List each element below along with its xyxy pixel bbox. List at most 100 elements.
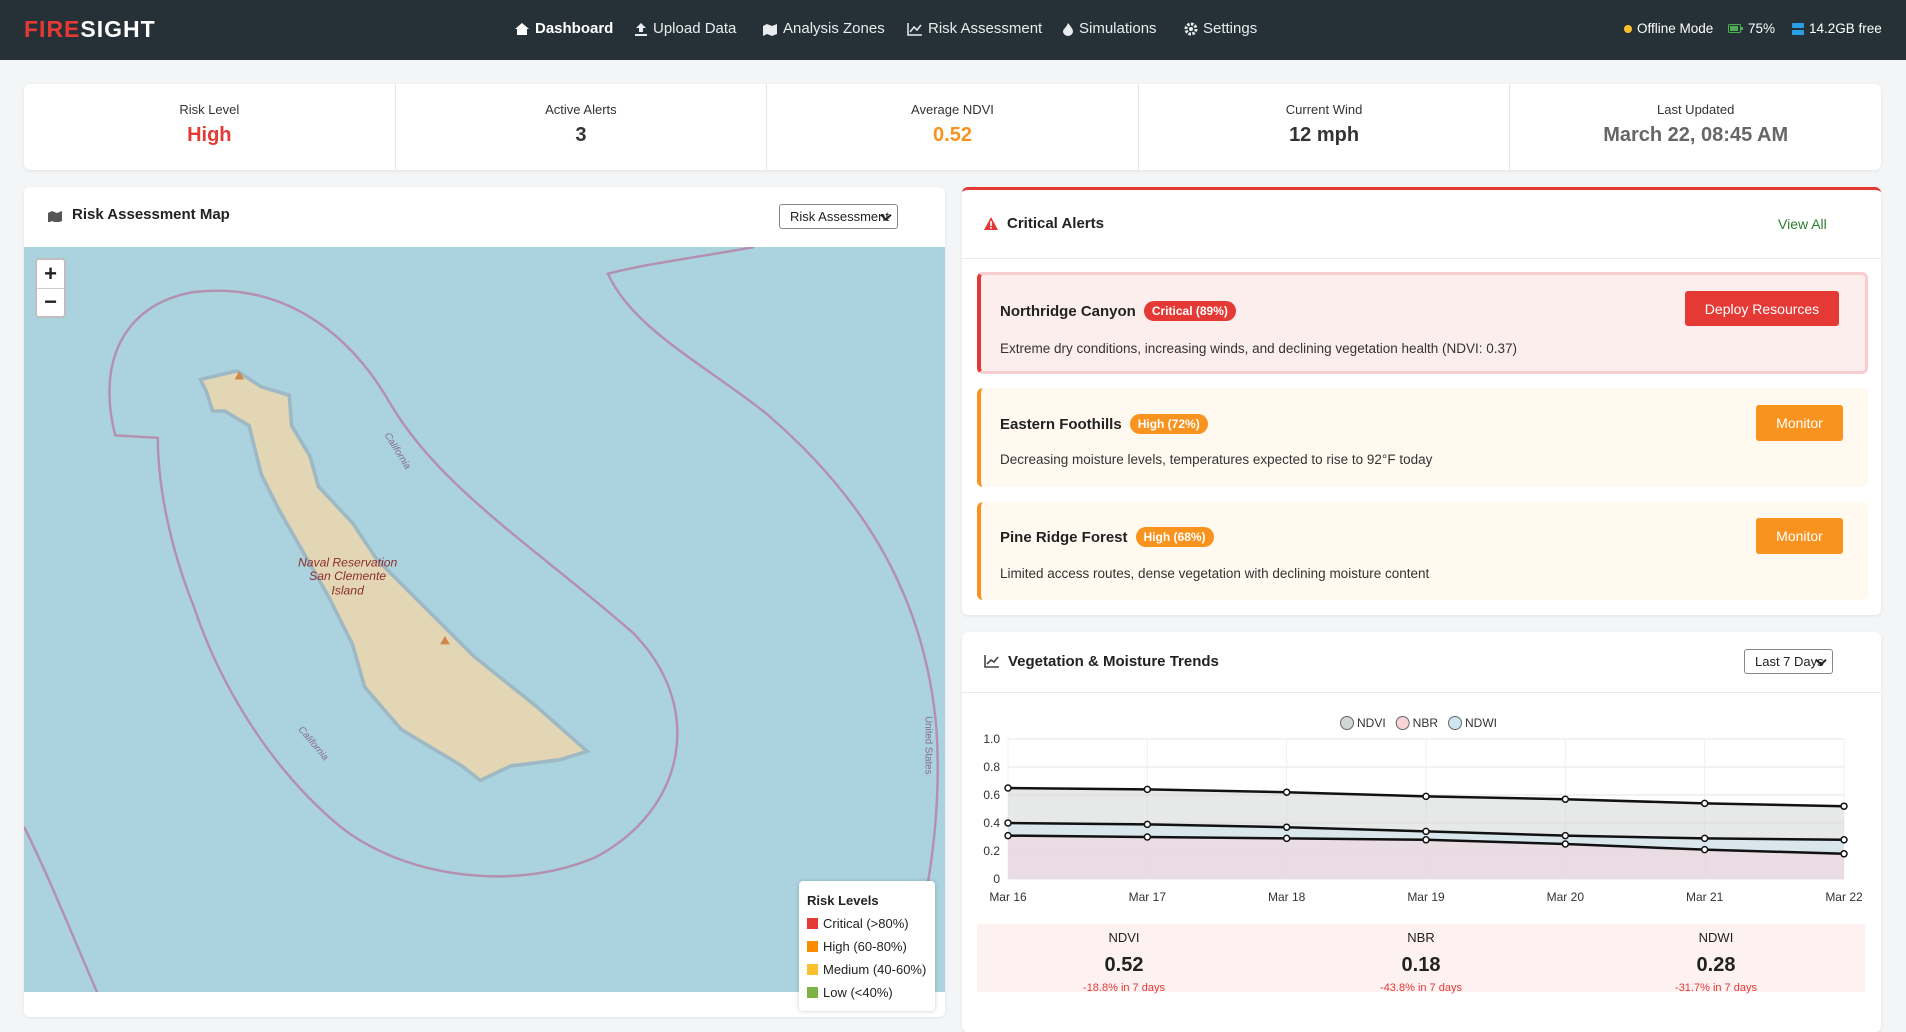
zoom-in[interactable]: + bbox=[37, 260, 64, 289]
summary-label: NBR bbox=[1407, 930, 1435, 945]
select-text: Risk Assessment bbox=[790, 209, 889, 224]
stat-label: Last Updated bbox=[1657, 102, 1735, 117]
nav-link[interactable]: Simulations bbox=[1062, 20, 1157, 37]
x-tick-label: Mar 21 bbox=[1686, 890, 1724, 904]
legend-label: NDWI bbox=[1465, 716, 1497, 730]
summary-bar bbox=[977, 924, 1865, 992]
summary-change: -18.8% in 7 days bbox=[1083, 982, 1165, 994]
period-select[interactable]: Last 7 Days bbox=[1744, 649, 1833, 674]
point bbox=[1422, 836, 1430, 844]
x-tick-label: Mar 17 bbox=[1129, 890, 1167, 904]
swatch bbox=[807, 987, 818, 998]
alert-title: Pine Ridge Forest bbox=[1000, 528, 1128, 546]
stat-label: Active Alerts bbox=[545, 102, 617, 117]
map-label: United States bbox=[923, 716, 934, 774]
stat-label: Average NDVI bbox=[911, 102, 994, 117]
summary-value: 0.18 bbox=[1401, 954, 1441, 976]
nav-link[interactable]: Settings bbox=[1184, 20, 1257, 37]
nav-link[interactable]: Dashboard bbox=[514, 20, 613, 37]
legend-item: High (60-80%) bbox=[807, 939, 907, 954]
point bbox=[1422, 827, 1430, 836]
icon bbox=[984, 217, 998, 230]
monitor-button[interactable]: Monitor bbox=[1756, 405, 1843, 441]
legend-item: Medium (40-60%) bbox=[807, 962, 926, 977]
divider bbox=[962, 258, 1881, 259]
legend-swatch bbox=[1448, 716, 1463, 730]
alert-description: Decreasing moisture levels, temperatures… bbox=[1000, 452, 1433, 467]
point bbox=[1004, 784, 1012, 792]
x-tick-label: Mar 20 bbox=[1547, 890, 1585, 904]
zoom-out[interactable]: − bbox=[44, 289, 57, 314]
nav-link[interactable]: Analysis Zones bbox=[762, 20, 885, 37]
map-label: San Clemente bbox=[309, 569, 386, 583]
island bbox=[197, 369, 591, 783]
point bbox=[1143, 820, 1152, 829]
summary-change: -31.7% in 7 days bbox=[1675, 982, 1757, 994]
status-text: 75% bbox=[1748, 21, 1776, 36]
map-select[interactable]: Risk Assessment bbox=[779, 204, 898, 229]
legend-text: High (60-80%) bbox=[823, 939, 907, 954]
icon bbox=[515, 22, 529, 35]
point bbox=[1282, 834, 1291, 843]
point bbox=[1282, 788, 1291, 796]
alert-description: Extreme dry conditions, increasing winds… bbox=[1000, 341, 1518, 356]
monitor-button[interactable]: Monitor bbox=[1756, 518, 1843, 554]
legend-swatch bbox=[1395, 716, 1410, 730]
point bbox=[1143, 785, 1152, 794]
x-tick-label: Mar 22 bbox=[1825, 890, 1863, 904]
boundary bbox=[108, 289, 679, 878]
alert-badge: Critical (89%) bbox=[1143, 301, 1236, 321]
point bbox=[1004, 831, 1012, 840]
divider bbox=[962, 692, 1881, 693]
icon bbox=[763, 23, 777, 36]
status-text: Offline Mode bbox=[1637, 21, 1714, 36]
sea bbox=[24, 247, 945, 992]
y-tick-label: 0 bbox=[993, 872, 1000, 886]
alert-name: Pine Ridge Forest High (68%) bbox=[1000, 527, 1214, 547]
nav-text: Risk Assessment bbox=[928, 20, 1043, 37]
point bbox=[1840, 850, 1848, 858]
deploy-button[interactable]: Deploy Resources bbox=[1685, 291, 1839, 326]
map[interactable]: California California Naval Reservation … bbox=[24, 247, 945, 992]
point bbox=[1840, 836, 1848, 844]
point bbox=[1004, 819, 1012, 827]
alert-card: Eastern Foothills High (72%) Decreasing m… bbox=[977, 388, 1868, 487]
point bbox=[1561, 840, 1570, 848]
logo[interactable]: FIRESIGHT bbox=[24, 16, 156, 43]
nav-link[interactable]: Risk Assessment bbox=[907, 20, 1042, 37]
nav-link[interactable]: Upload Data bbox=[634, 20, 736, 37]
stat-label: Risk Level bbox=[179, 102, 240, 117]
stat-value: 12 mph bbox=[1289, 124, 1360, 146]
stat-cell: Last Updated March 22, 08:45 AM bbox=[1509, 84, 1881, 170]
legend-swatch bbox=[1340, 716, 1354, 730]
icon bbox=[1624, 24, 1632, 33]
view-all-link[interactable]: View All bbox=[1778, 216, 1827, 232]
y-tick-label: 0.2 bbox=[983, 844, 1000, 858]
legend-item: Low (<40%) bbox=[807, 985, 893, 1000]
icon bbox=[907, 22, 922, 36]
icon bbox=[1792, 22, 1804, 35]
nav-text: Analysis Zones bbox=[783, 20, 885, 37]
point bbox=[1143, 833, 1152, 841]
summary-label: NDWI bbox=[1698, 930, 1734, 945]
nav-text: Dashboard bbox=[535, 20, 614, 37]
point bbox=[1561, 831, 1570, 840]
icon bbox=[635, 22, 647, 36]
x-tick-label: Mar 19 bbox=[1407, 890, 1445, 904]
area bbox=[1008, 835, 1844, 879]
select-text: Last 7 Days bbox=[1755, 654, 1824, 669]
stat-cell: Active Alerts 3 bbox=[394, 84, 767, 170]
stats-bar: Risk Level High Active Alerts 3 Average ND… bbox=[24, 84, 1881, 170]
alert-badge: High (72%) bbox=[1129, 414, 1208, 434]
logo-second: SIGHT bbox=[80, 16, 156, 42]
stat-cell: Average NDVI 0.52 bbox=[766, 84, 1138, 170]
y-tick-label: 1.0 bbox=[983, 732, 1000, 746]
logo-first: FIRE bbox=[24, 16, 81, 42]
map-title: Risk Assessment Map bbox=[47, 206, 230, 223]
y-tick-label: 0.8 bbox=[983, 760, 1000, 774]
nav-text: Settings bbox=[1203, 20, 1258, 37]
map-label: Naval Reservation bbox=[298, 556, 397, 570]
icon bbox=[1063, 22, 1073, 36]
alert-badge: High (68%) bbox=[1135, 527, 1214, 547]
point bbox=[1700, 834, 1709, 843]
